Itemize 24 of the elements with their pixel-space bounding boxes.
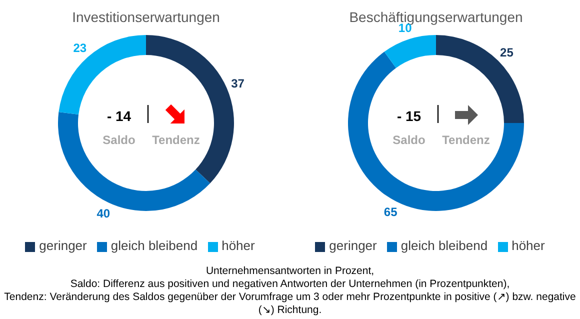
donut-slice	[384, 35, 436, 68]
chart-title: Investitionserwartungen	[72, 9, 220, 25]
data-label: 37	[231, 76, 245, 90]
legend-label: höher	[512, 238, 545, 253]
text: Tendenz	[442, 133, 490, 147]
legend-label: höher	[222, 238, 255, 253]
legend-label: gleich bleibend	[400, 238, 488, 253]
legend-label: gleich bleibend	[110, 238, 198, 253]
text: Saldo	[102, 133, 136, 147]
legend-label: geringer	[39, 238, 87, 253]
text: Unternehmensantworten in Prozent,	[204, 265, 376, 278]
text: Tendenz: Veränderung des Saldos gegenüber der Vorumfrage um 3 oder mehr Prozentpunkte in positive (↗) bzw. negative (↘) Richtung.	[3, 291, 577, 317]
text: Saldo	[392, 133, 426, 147]
legend-label: geringer	[329, 238, 377, 253]
data-label: 23	[73, 40, 87, 55]
data-label: 25	[500, 45, 514, 60]
text: Tendenz	[152, 133, 200, 147]
data-label: 65	[384, 205, 398, 220]
text: - 14	[106, 108, 132, 124]
text: Saldo: Differenz aus positiven und negativen Antworten der Unternehmen (in Prozentpunkten),	[69, 278, 511, 291]
donut-slice	[58, 112, 210, 211]
text: - 15	[396, 108, 422, 124]
donut-slice	[436, 35, 524, 123]
data-label: 40	[96, 206, 110, 220]
